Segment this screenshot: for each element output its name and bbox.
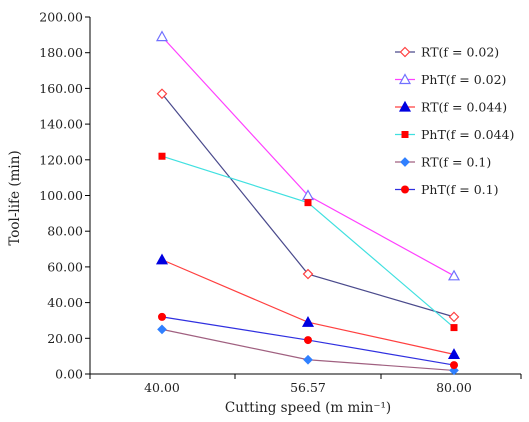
y-tick-label: 60.00 [47, 259, 83, 274]
legend-item: RT(f = 0.044) [395, 100, 507, 115]
y-tick-label: 120.00 [39, 152, 83, 167]
series-line [161, 155, 455, 329]
data-point [302, 268, 314, 280]
legend-marker [399, 46, 411, 58]
legend-item: PhT(f = 0.1) [395, 182, 498, 197]
legend-label: PhT(f = 0.02) [421, 72, 506, 87]
data-point [448, 311, 460, 323]
x-tick-label: 80.00 [436, 380, 472, 395]
data-point [158, 152, 166, 160]
y-tick-label: 0.00 [55, 367, 83, 382]
legend: RT(f = 0.02) PhT(f = 0.02) RT(f = 0.044) Ph… [395, 45, 514, 197]
legend-item: PhT(f = 0.044) [395, 127, 514, 142]
data-point [158, 312, 166, 321]
y-tick-label: 140.00 [39, 117, 83, 132]
data-point [450, 361, 458, 370]
data-point [157, 324, 167, 335]
legend-label: PhT(f = 0.1) [421, 182, 498, 197]
y-tick-label: 20.00 [47, 331, 83, 346]
data-point [303, 354, 313, 365]
y-tick-label: 100.00 [39, 188, 83, 203]
legend-item: PhT(f = 0.02) [395, 72, 506, 87]
data-point [304, 199, 312, 207]
legend-marker [400, 157, 410, 167]
y-axis-ticks: 0.00 20.00 40.00 60.00 80.00 100.00 120.00 140.… [39, 10, 90, 382]
series-line [161, 36, 455, 277]
legend-label: RT(f = 0.044) [421, 100, 507, 115]
data-point [447, 269, 461, 281]
data-point [304, 336, 312, 345]
legend-item: RT(f = 0.02) [395, 45, 499, 60]
legend-label: PhT(f = 0.044) [421, 127, 514, 142]
data-point [447, 348, 461, 359]
data-point [301, 315, 315, 327]
legend-item: RT(f = 0.1) [395, 155, 491, 170]
y-tick-label: 180.00 [39, 45, 83, 60]
y-tick-label: 80.00 [47, 224, 83, 239]
y-tick-label: 160.00 [39, 81, 83, 96]
x-tick-label: 56.57 [290, 380, 326, 395]
legend-label: RT(f = 0.1) [421, 155, 491, 170]
series-markers [155, 30, 461, 376]
y-tick-label: 40.00 [47, 295, 83, 310]
y-tick-label: 200.00 [39, 10, 83, 25]
legend-label: RT(f = 0.02) [421, 45, 499, 60]
data-point [155, 30, 169, 42]
legend-marker [401, 185, 409, 194]
x-axis-ticks: 40.00 56.57 80.00 [89, 374, 522, 395]
legend-marker [401, 131, 409, 138]
data-point [450, 324, 458, 332]
legend-marker [398, 100, 412, 112]
x-tick-label: 40.00 [144, 380, 180, 395]
legend-marker [398, 73, 412, 85]
data-point [155, 253, 169, 265]
x-axis-title: Cutting speed (m min⁻¹) [225, 400, 391, 416]
data-point [156, 88, 168, 100]
y-axis-title: Tool-life (min) [7, 150, 23, 245]
